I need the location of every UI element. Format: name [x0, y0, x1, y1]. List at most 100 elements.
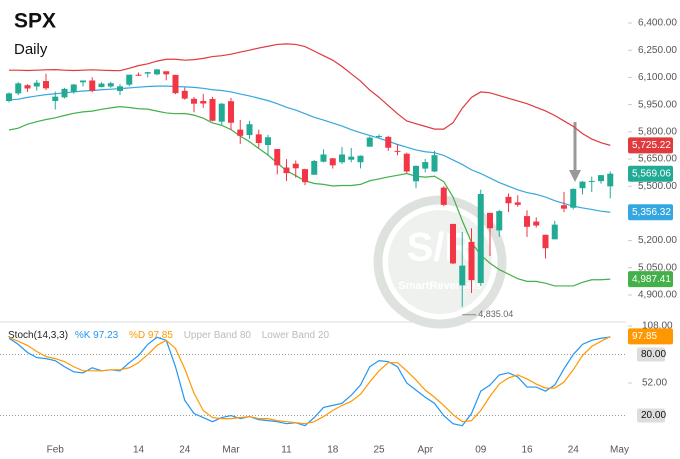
- candle-body: [89, 80, 96, 91]
- x-tick-label: May: [610, 445, 629, 456]
- candle-body: [551, 224, 558, 240]
- band-last-label: 4,987.41: [632, 274, 671, 285]
- stoch-lower-label: Lower Band 20: [262, 330, 330, 341]
- y-tick-label: 6,250.00: [638, 45, 677, 56]
- x-tick-label: 18: [327, 445, 339, 456]
- candle-body: [274, 149, 281, 166]
- y-tick-label: 5,200.00: [638, 235, 677, 246]
- x-tick-label: 24: [568, 445, 580, 456]
- candle-body: [246, 124, 253, 136]
- x-tick-label: 25: [373, 445, 385, 456]
- stoch-title: Stoch(14,3,3): [8, 330, 68, 341]
- stoch-header: Stoch(14,3,3) %K 97.23 %D 97.85 Upper Ba…: [8, 330, 329, 341]
- candle-body: [357, 155, 364, 163]
- candle-body: [376, 135, 382, 138]
- stoch-d-line: [8, 335, 611, 425]
- band-last-label-box: [628, 271, 673, 288]
- candle-body: [191, 98, 197, 104]
- candle-body: [505, 196, 512, 204]
- candle-body: [394, 150, 401, 152]
- candle-body: [468, 241, 475, 281]
- candle-body: [348, 156, 355, 160]
- candle-body: [228, 101, 234, 123]
- candle-body: [292, 163, 299, 169]
- candle-body: [52, 96, 59, 101]
- low-annotation-label: 4,835.04: [478, 309, 513, 319]
- chart-subtitle: Daily: [14, 41, 48, 58]
- stoch-band-box: [637, 347, 665, 362]
- stoch-band-label: 20.00: [641, 410, 666, 421]
- candle-body: [403, 153, 410, 172]
- candle-body: [524, 216, 530, 227]
- candle-body: [61, 88, 68, 98]
- candle-body: [607, 173, 614, 187]
- candle-body: [163, 71, 170, 75]
- close-label: 5,569.06: [632, 168, 671, 179]
- candle-body: [487, 212, 493, 229]
- candle-body: [107, 83, 114, 87]
- candle-body: [459, 265, 466, 286]
- candle-body: [98, 83, 105, 88]
- candle-body: [172, 74, 179, 94]
- x-tick-label: 24: [179, 445, 191, 456]
- candle-body: [70, 84, 77, 92]
- candle-body: [598, 175, 604, 182]
- watermark-text: SmartReversals: [398, 280, 481, 292]
- x-tick-label: Apr: [417, 445, 433, 456]
- candle-body: [533, 221, 540, 226]
- y-tick-label: 5,500.00: [638, 181, 677, 192]
- watermark-logo: S/R: [407, 226, 474, 270]
- y-tick-label: 5,950.00: [638, 99, 677, 110]
- chart-title: SPX: [14, 10, 56, 33]
- band-last-label-box: [628, 137, 673, 154]
- band-last-label: 5,725.22: [632, 140, 671, 151]
- candle-body: [209, 98, 216, 121]
- candle-body: [477, 193, 484, 284]
- arrow-head: [569, 170, 581, 182]
- y-tick-label: 108.00: [642, 321, 673, 332]
- candle-body: [144, 72, 151, 74]
- candle-body: [6, 93, 12, 101]
- candle-body: [117, 86, 123, 92]
- candle-body: [80, 80, 86, 83]
- y-tick-label: 5,800.00: [638, 126, 677, 137]
- stoch-d-label: %D 97.85: [129, 330, 173, 341]
- candle-body: [496, 211, 503, 231]
- bollinger-line: [9, 43, 611, 146]
- bollinger-line: [8, 85, 611, 213]
- candle-body: [218, 103, 225, 122]
- candle-body: [302, 169, 308, 183]
- candle-body: [570, 188, 577, 208]
- candle-body: [181, 90, 188, 99]
- candle-body: [200, 100, 207, 104]
- candle-body: [588, 180, 595, 182]
- candle-body: [339, 154, 345, 163]
- y-tick-label: 4,900.00: [638, 290, 677, 301]
- stoch-band-label: 80.00: [641, 349, 666, 360]
- band-last-label-box: [628, 204, 673, 221]
- candle-body: [450, 223, 456, 264]
- candle-body: [385, 136, 392, 148]
- watermark-ring: [373, 195, 507, 329]
- candle-body: [311, 160, 318, 175]
- candle-body: [320, 154, 327, 162]
- candle-body: [126, 74, 133, 85]
- candle-body: [542, 234, 549, 249]
- y-tick-label: 5,050.00: [638, 262, 677, 273]
- stoch-last-label-box: [628, 328, 673, 345]
- candle-body: [265, 137, 271, 146]
- candle-body: [15, 83, 22, 94]
- candle-body: [413, 165, 419, 182]
- candle-body: [440, 187, 447, 205]
- candle-body: [33, 82, 40, 87]
- x-tick-label: 09: [475, 445, 487, 456]
- candle-body: [24, 85, 31, 89]
- candle-body: [514, 202, 521, 205]
- candle-body: [366, 137, 373, 147]
- candle-body: [329, 158, 336, 166]
- candle-body: [237, 129, 244, 136]
- candle-body: [135, 74, 142, 76]
- y-tick-label: 52.00: [642, 378, 667, 389]
